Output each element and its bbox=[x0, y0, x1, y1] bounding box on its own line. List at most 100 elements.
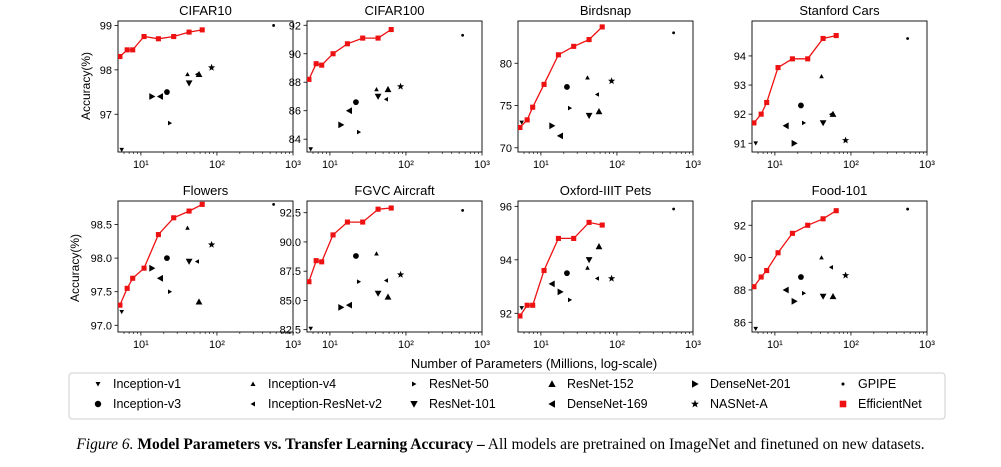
legend-label: DenseNet-169 bbox=[567, 397, 648, 411]
y-tick-label: 99 bbox=[100, 20, 112, 32]
plot-area bbox=[118, 24, 276, 152]
y-axis-label-bottom: Accuracy(%) bbox=[68, 234, 82, 302]
point-inception-v1 bbox=[519, 306, 524, 311]
point-efficientnet-b4 bbox=[344, 41, 350, 47]
point-densenet-169 bbox=[345, 301, 352, 309]
inception-v1-marker-icon bbox=[95, 382, 101, 387]
axes-frame bbox=[306, 200, 483, 333]
y-tick-label: 90.0 bbox=[280, 237, 301, 249]
point-densenet-201 bbox=[149, 264, 156, 272]
point-efficientnet-b3 bbox=[141, 265, 147, 271]
point-inception-v1 bbox=[119, 310, 124, 315]
point-efficientnet-b4 bbox=[344, 219, 350, 225]
subplot-title: Birdsnap bbox=[580, 3, 631, 18]
point-inception-v4 bbox=[819, 255, 824, 260]
x-tick-label: 10³ bbox=[285, 159, 301, 171]
point-efficientnet-b1 bbox=[313, 258, 319, 264]
y-tick-label: 92.5 bbox=[280, 208, 301, 220]
inception-resnet-v2-marker-icon bbox=[250, 401, 255, 407]
point-resnet-152 bbox=[595, 108, 603, 115]
point-nasnet-a bbox=[397, 82, 405, 90]
point-inception-v3 bbox=[353, 99, 359, 106]
point-efficientnet-b4 bbox=[555, 235, 561, 241]
resnet-101-marker-icon bbox=[410, 401, 418, 408]
y-tick-label: 98 bbox=[100, 65, 112, 77]
point-densenet-201 bbox=[149, 93, 156, 100]
point-inception-v1 bbox=[753, 326, 758, 332]
point-densenet-201 bbox=[338, 121, 345, 129]
y-tick-label: 85.0 bbox=[280, 295, 301, 307]
x-tick-label: 10¹ bbox=[533, 159, 549, 171]
point-gpipe bbox=[272, 202, 276, 206]
point-gpipe bbox=[272, 24, 276, 27]
point-efficientnet-b2 bbox=[130, 47, 136, 53]
figure-caption: Figure 6. Model Parameters vs. Transfer … bbox=[0, 436, 1001, 454]
densenet-169-marker-icon bbox=[548, 400, 555, 408]
point-efficientnet-b6 bbox=[186, 208, 192, 214]
point-efficientnet-b6 bbox=[820, 216, 826, 222]
y-tick-label: 94 bbox=[500, 255, 512, 267]
y-tick-label: 97.0 bbox=[91, 320, 112, 332]
legend-label: Inception-v1 bbox=[113, 377, 181, 391]
efficientnet-line bbox=[308, 207, 392, 282]
point-resnet-152 bbox=[384, 293, 392, 300]
point-efficientnet-b3 bbox=[541, 81, 547, 87]
y-tick-label: 90 bbox=[289, 49, 301, 61]
x-tick-label: 10¹ bbox=[767, 159, 783, 171]
x-tick-label: 10³ bbox=[685, 159, 701, 171]
point-inception-resnet-v2 bbox=[594, 276, 599, 281]
point-densenet-169 bbox=[782, 286, 789, 294]
point-resnet-50 bbox=[357, 279, 362, 284]
subplot-grid: CIFAR10 97 98 99 10¹ 10² 10³ CIFAR100 84 86 88 90 92… bbox=[91, 3, 936, 351]
point-inception-resnet-v2 bbox=[594, 92, 599, 97]
point-densenet-201 bbox=[338, 304, 345, 311]
legend: Inception-v1 Inception-v4 ResNet-50 ResNet-… bbox=[68, 372, 946, 420]
resnet-152-marker-icon bbox=[548, 380, 556, 387]
legend-label: ResNet-50 bbox=[429, 377, 489, 391]
point-efficientnet-b1 bbox=[524, 117, 530, 123]
caption-figure-number: Figure 6. bbox=[76, 436, 134, 453]
point-efficientnet-b7 bbox=[833, 208, 839, 214]
point-efficientnet-b5 bbox=[805, 56, 811, 62]
legend-frame bbox=[68, 372, 946, 420]
subplot-stanford-cars: Stanford Cars 91 92 93 94 10¹ 10² 10³ bbox=[734, 3, 936, 171]
point-efficientnet-b6 bbox=[820, 35, 826, 42]
point-resnet-101 bbox=[819, 120, 827, 127]
point-inception-resnet-v2 bbox=[194, 259, 199, 264]
point-gpipe bbox=[906, 207, 910, 211]
y-tick-label: 86 bbox=[734, 317, 746, 329]
point-efficientnet-b2 bbox=[764, 267, 770, 274]
point-densenet-201 bbox=[791, 297, 798, 305]
point-efficientnet-b4 bbox=[789, 230, 795, 236]
point-densenet-169 bbox=[548, 280, 555, 288]
point-gpipe bbox=[461, 208, 465, 212]
point-resnet-50 bbox=[568, 105, 573, 111]
legend-item-inception-v1: Inception-v1 bbox=[95, 377, 181, 391]
legend-items: Inception-v1 Inception-v4 ResNet-50 ResNet-… bbox=[94, 377, 922, 411]
subplot-flowers: Flowers 97.0 97.5 98.0 98.5 10¹ 10² 10³ bbox=[91, 183, 302, 351]
axes-frame bbox=[751, 20, 928, 153]
y-tick-label: 94 bbox=[734, 51, 746, 63]
point-inception-v4 bbox=[819, 74, 824, 79]
point-inception-v3 bbox=[164, 89, 170, 95]
point-efficientnet-b3 bbox=[775, 250, 781, 256]
axes-frame bbox=[517, 20, 694, 153]
point-inception-v4 bbox=[185, 225, 190, 230]
subplot-title: CIFAR100 bbox=[365, 3, 425, 18]
subplot-birdsnap: Birdsnap 70 75 80 10¹ 10² 10³ bbox=[500, 3, 702, 171]
point-inception-v1 bbox=[119, 147, 124, 152]
point-efficientnet-b1 bbox=[524, 302, 530, 308]
y-tick-label: 92 bbox=[500, 308, 512, 320]
point-efficientnet-b2 bbox=[130, 275, 136, 281]
point-efficientnet-b2 bbox=[530, 302, 536, 308]
point-efficientnet-b7 bbox=[388, 26, 394, 33]
inception-v3-marker-icon bbox=[94, 400, 102, 408]
x-tick-label: 10² bbox=[398, 339, 414, 351]
point-inception-v1 bbox=[308, 326, 313, 331]
point-efficientnet-b4 bbox=[555, 52, 561, 58]
point-densenet-169 bbox=[345, 107, 352, 115]
point-efficientnet-b1 bbox=[758, 274, 764, 280]
efficientnet-line bbox=[119, 203, 203, 306]
point-resnet-50 bbox=[802, 290, 807, 296]
point-efficientnet-b0 bbox=[518, 124, 523, 131]
